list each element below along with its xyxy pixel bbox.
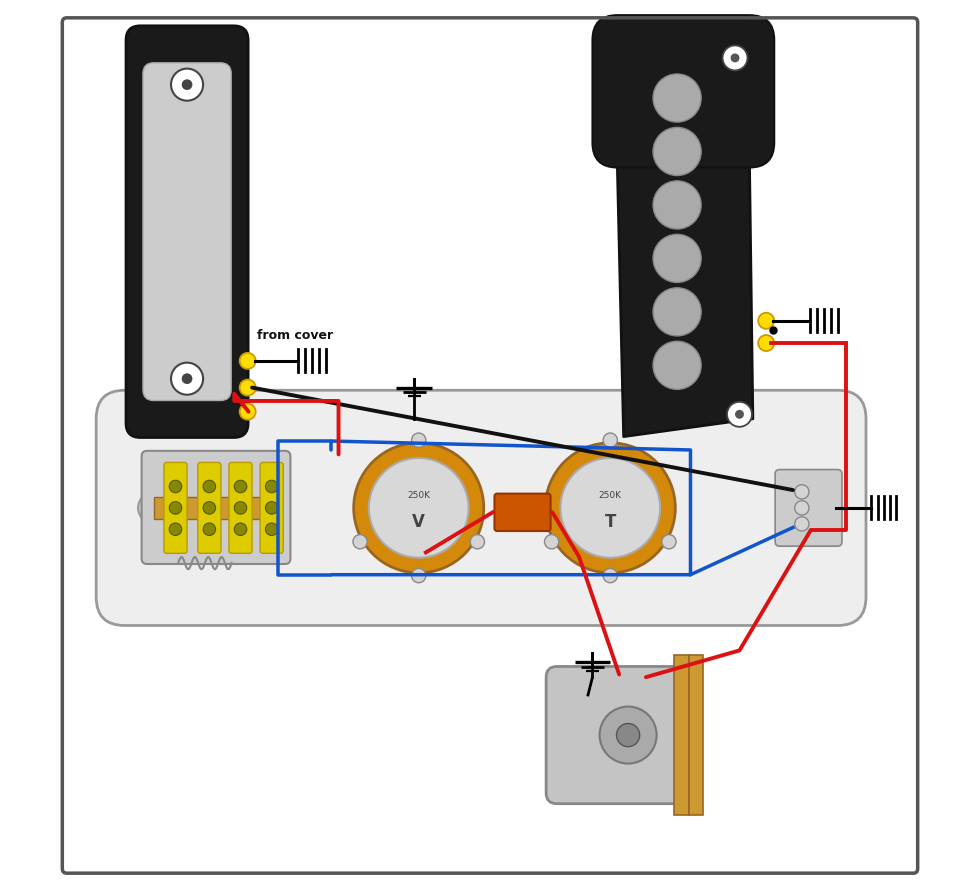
FancyBboxPatch shape: [164, 462, 187, 553]
Circle shape: [234, 480, 247, 493]
Circle shape: [181, 373, 192, 384]
Circle shape: [240, 380, 256, 396]
Circle shape: [662, 535, 676, 549]
FancyBboxPatch shape: [229, 462, 252, 553]
FancyBboxPatch shape: [142, 451, 290, 564]
Circle shape: [795, 517, 808, 531]
Circle shape: [203, 480, 216, 493]
Circle shape: [172, 69, 203, 101]
Circle shape: [730, 53, 740, 62]
Bar: [689, 655, 703, 815]
FancyBboxPatch shape: [96, 390, 866, 625]
Circle shape: [653, 181, 701, 229]
Circle shape: [203, 523, 216, 535]
Text: from cover: from cover: [257, 330, 332, 342]
Circle shape: [616, 723, 640, 747]
Circle shape: [266, 480, 278, 493]
Circle shape: [353, 535, 368, 549]
Circle shape: [266, 502, 278, 514]
Circle shape: [240, 404, 256, 420]
Text: T: T: [605, 513, 616, 531]
Circle shape: [653, 127, 701, 176]
Circle shape: [368, 458, 468, 558]
FancyBboxPatch shape: [260, 462, 283, 553]
Circle shape: [172, 363, 203, 395]
Circle shape: [138, 493, 169, 523]
Circle shape: [735, 410, 744, 419]
Circle shape: [653, 288, 701, 336]
Text: V: V: [413, 513, 425, 531]
Circle shape: [354, 443, 484, 573]
Circle shape: [600, 707, 657, 764]
Circle shape: [759, 335, 774, 351]
Circle shape: [266, 523, 278, 535]
Circle shape: [240, 353, 256, 369]
Circle shape: [203, 502, 216, 514]
Circle shape: [603, 568, 617, 583]
Text: 250K: 250K: [408, 491, 430, 500]
Bar: [154, 497, 274, 519]
Circle shape: [653, 74, 701, 122]
FancyBboxPatch shape: [143, 63, 231, 401]
Circle shape: [603, 433, 617, 447]
Circle shape: [545, 443, 675, 573]
Bar: [674, 655, 689, 815]
FancyBboxPatch shape: [495, 494, 551, 531]
Circle shape: [470, 535, 484, 549]
Circle shape: [727, 402, 752, 427]
Circle shape: [170, 523, 181, 535]
Circle shape: [412, 568, 426, 583]
Circle shape: [561, 458, 661, 558]
FancyBboxPatch shape: [198, 462, 220, 553]
Circle shape: [170, 502, 181, 514]
FancyBboxPatch shape: [126, 26, 248, 437]
Circle shape: [759, 313, 774, 329]
Circle shape: [795, 501, 808, 515]
Circle shape: [722, 45, 748, 70]
Circle shape: [795, 485, 808, 499]
Circle shape: [412, 433, 426, 447]
Circle shape: [234, 502, 247, 514]
Circle shape: [170, 480, 181, 493]
Circle shape: [545, 535, 559, 549]
Text: 250K: 250K: [599, 491, 621, 500]
Circle shape: [181, 79, 192, 90]
Circle shape: [653, 234, 701, 282]
FancyBboxPatch shape: [546, 666, 688, 804]
Circle shape: [234, 523, 247, 535]
FancyBboxPatch shape: [593, 15, 774, 168]
Circle shape: [653, 341, 701, 389]
Polygon shape: [614, 53, 753, 437]
FancyBboxPatch shape: [775, 470, 842, 546]
